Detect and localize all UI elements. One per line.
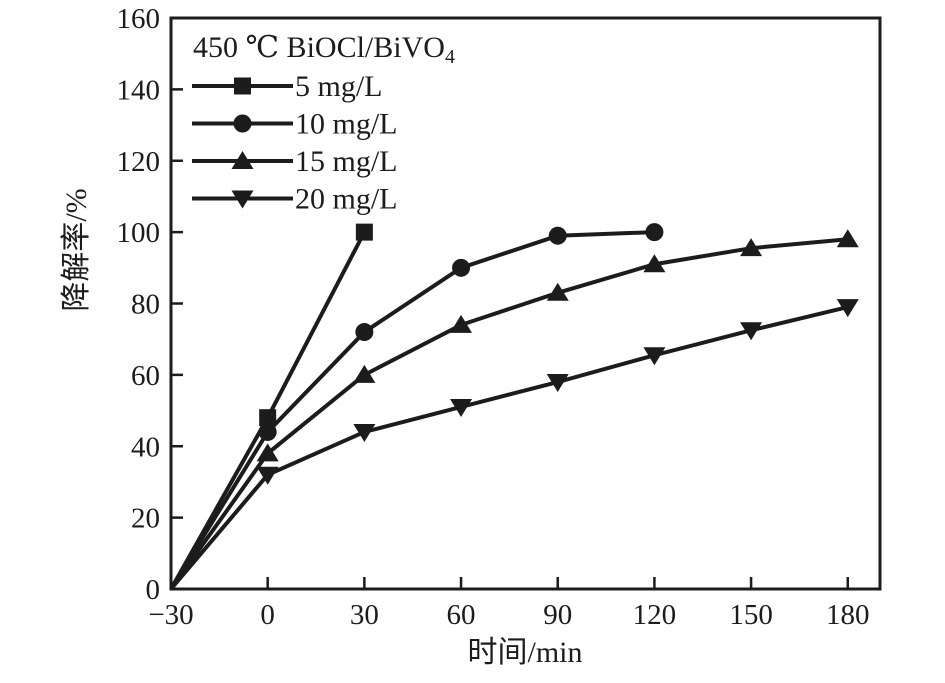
legend-marker bbox=[231, 190, 254, 209]
data-series bbox=[169, 223, 859, 591]
series-marker bbox=[452, 258, 471, 277]
series-marker bbox=[353, 423, 376, 442]
y-tick-label: 20 bbox=[131, 503, 160, 535]
legend-label: 15 mg/L bbox=[295, 145, 398, 178]
series-marker bbox=[256, 466, 279, 485]
legend: 450 ℃ BiOCl/BiVO4 5 mg/L 10 mg/L 15 mg/L 20… bbox=[192, 31, 455, 216]
series-marker bbox=[256, 443, 279, 462]
series-marker bbox=[355, 323, 374, 342]
y-tick-label: 140 bbox=[117, 74, 161, 106]
series-marker bbox=[740, 322, 763, 341]
series-marker bbox=[836, 229, 859, 248]
series-line bbox=[169, 237, 848, 591]
legend-label: 5 mg/L bbox=[295, 70, 383, 103]
series-marker bbox=[258, 422, 277, 441]
legend-title: 450 ℃ BiOCl/BiVO4 bbox=[193, 31, 455, 68]
y-tick-label: 60 bbox=[131, 360, 160, 392]
legend-marker bbox=[231, 151, 254, 169]
x-tick-label: 90 bbox=[543, 599, 572, 631]
x-tick-label: 150 bbox=[729, 599, 773, 631]
series-marker bbox=[645, 223, 664, 242]
series-marker bbox=[643, 347, 666, 366]
legend-title-subscript: 4 bbox=[445, 46, 455, 68]
series-marker bbox=[450, 398, 473, 417]
y-tick-label: 120 bbox=[117, 146, 161, 178]
series-marker bbox=[259, 409, 277, 427]
x-tick-label: 0 bbox=[260, 599, 275, 631]
x-tick-label: 60 bbox=[447, 599, 476, 631]
x-tick-label: 30 bbox=[350, 599, 379, 631]
y-axis-label: 降解率/% bbox=[60, 188, 93, 311]
x-axis-label: 时间/min bbox=[467, 636, 582, 669]
series-line bbox=[169, 305, 849, 591]
y-tick-label: 0 bbox=[146, 574, 161, 606]
x-tick-label: 180 bbox=[826, 599, 870, 631]
legend-title-text: 450 ℃ BiOCl/BiVO bbox=[193, 31, 445, 64]
legend-label: 20 mg/L bbox=[295, 183, 398, 216]
series-marker bbox=[740, 238, 763, 257]
series-line bbox=[169, 230, 655, 591]
y-tick-label: 100 bbox=[117, 217, 161, 249]
series-marker bbox=[643, 254, 666, 273]
series-marker bbox=[836, 299, 859, 318]
x-tick-label: −30 bbox=[148, 599, 193, 631]
series-marker bbox=[546, 282, 569, 301]
series-marker bbox=[353, 364, 376, 383]
series-marker bbox=[546, 374, 569, 393]
legend-marker bbox=[233, 114, 252, 133]
series-marker bbox=[450, 314, 473, 333]
x-tick-label: 120 bbox=[633, 599, 677, 631]
legend-marker bbox=[234, 77, 251, 95]
legend-label: 10 mg/L bbox=[295, 108, 398, 141]
y-tick-label: 80 bbox=[131, 289, 160, 321]
series-marker bbox=[548, 226, 567, 245]
y-tick-label: 160 bbox=[117, 3, 161, 35]
y-tick-label: 40 bbox=[131, 431, 160, 463]
series-marker bbox=[355, 223, 373, 241]
